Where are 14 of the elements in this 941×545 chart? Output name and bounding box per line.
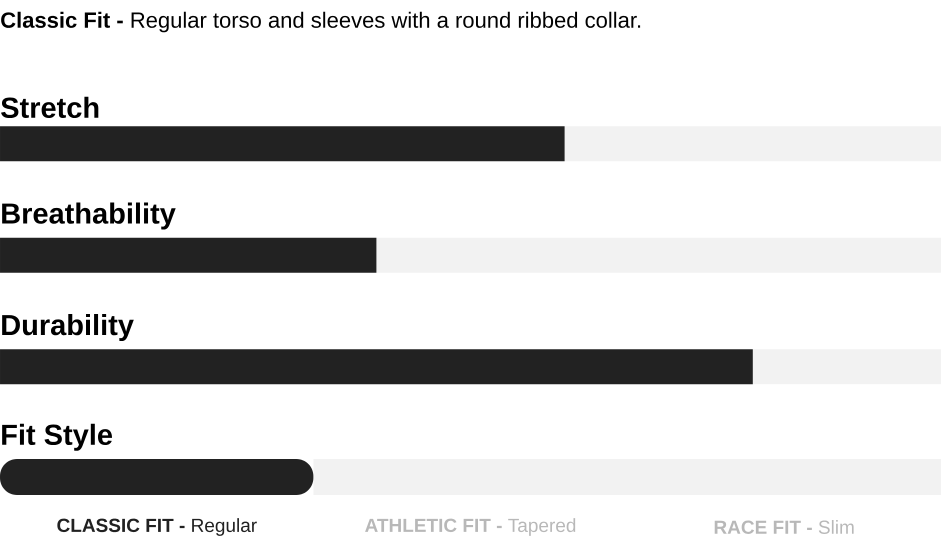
annotation: CLASSIC FIT - Regular: [57, 518, 257, 536]
y-tick-label: Durability: [2, 314, 134, 342]
y-tick-label: Fit Style: [2, 424, 112, 451]
bar: [0, 349, 753, 384]
bar: [564, 126, 941, 162]
bar: [0, 126, 565, 162]
y-tick-label: Breathability: [2, 202, 176, 230]
annotation: RACE FIT - Slim: [714, 520, 854, 534]
annotation: ATHLETIC FIT - Tapered: [365, 518, 576, 536]
bar: [376, 238, 941, 273]
bar: [0, 238, 376, 273]
bar: [752, 349, 941, 384]
chart-title: Classic Fit - Regular torso and sleeves with a round ribbed collar.: [1, 12, 640, 32]
y-tick-label: Stretch: [1, 96, 98, 118]
